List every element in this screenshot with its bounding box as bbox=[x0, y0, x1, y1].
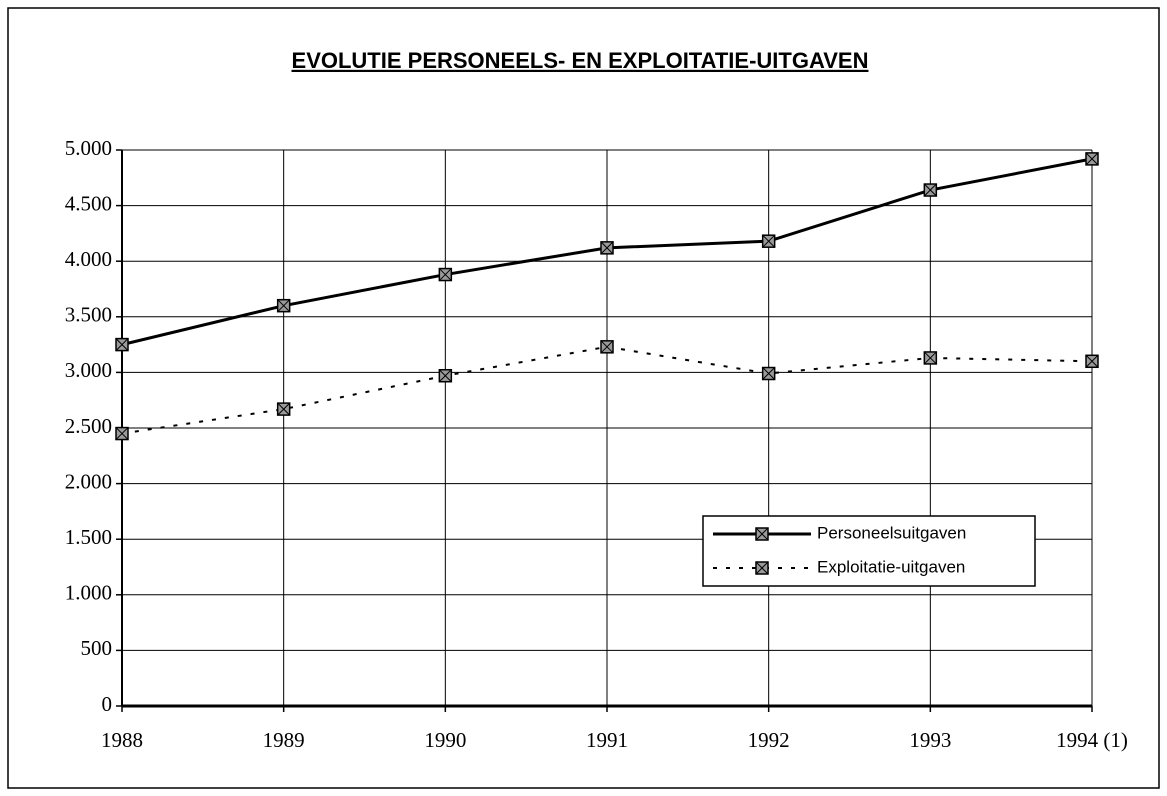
x-tick-label: 1992 bbox=[748, 728, 790, 752]
marker-hatch bbox=[762, 234, 776, 248]
marker-hatch bbox=[755, 561, 769, 575]
y-tick-label: 5.000 bbox=[65, 136, 112, 160]
y-tick-label: 4.500 bbox=[65, 191, 112, 215]
marker-hatch bbox=[600, 340, 614, 354]
x-tick-label: 1989 bbox=[263, 728, 305, 752]
marker-hatch bbox=[923, 351, 937, 365]
y-tick-label: 3.000 bbox=[65, 358, 112, 382]
x-tick-label: 1988 bbox=[101, 728, 143, 752]
marker-hatch bbox=[762, 367, 776, 380]
y-tick-label: 1.000 bbox=[65, 581, 112, 605]
marker-hatch bbox=[438, 268, 452, 281]
y-tick-label: 3.500 bbox=[65, 303, 112, 327]
marker-hatch bbox=[277, 402, 291, 416]
frame bbox=[7, 7, 1160, 789]
marker-hatch bbox=[923, 183, 937, 197]
marker-hatch bbox=[438, 369, 452, 383]
chart-title: EVOLUTIE PERSONEELS- EN EXPLOITATIE-UITG… bbox=[292, 48, 869, 73]
marker-hatch bbox=[277, 299, 291, 313]
y-tick-label: 1.500 bbox=[65, 525, 112, 549]
legend-label: Personeelsuitgaven bbox=[817, 523, 966, 542]
marker-hatch bbox=[115, 427, 129, 440]
marker-hatch bbox=[600, 241, 614, 255]
y-tick-label: 0 bbox=[102, 692, 113, 716]
marker-hatch bbox=[1085, 152, 1099, 166]
y-tick-label: 2.000 bbox=[65, 469, 112, 493]
x-tick-label: 1994 (1) bbox=[1056, 728, 1128, 752]
x-tick-label: 1991 bbox=[586, 728, 628, 752]
x-tick-label: 1993 bbox=[909, 728, 951, 752]
y-tick-label: 2.500 bbox=[65, 414, 112, 438]
marker-hatch bbox=[1085, 354, 1099, 368]
marker-hatch bbox=[115, 338, 129, 351]
x-tick-label: 1990 bbox=[424, 728, 466, 752]
marker-hatch bbox=[755, 527, 769, 541]
legend-label: Exploitatie-uitgaven bbox=[817, 557, 965, 576]
y-tick-label: 4.000 bbox=[65, 247, 112, 271]
y-tick-label: 500 bbox=[81, 636, 113, 660]
